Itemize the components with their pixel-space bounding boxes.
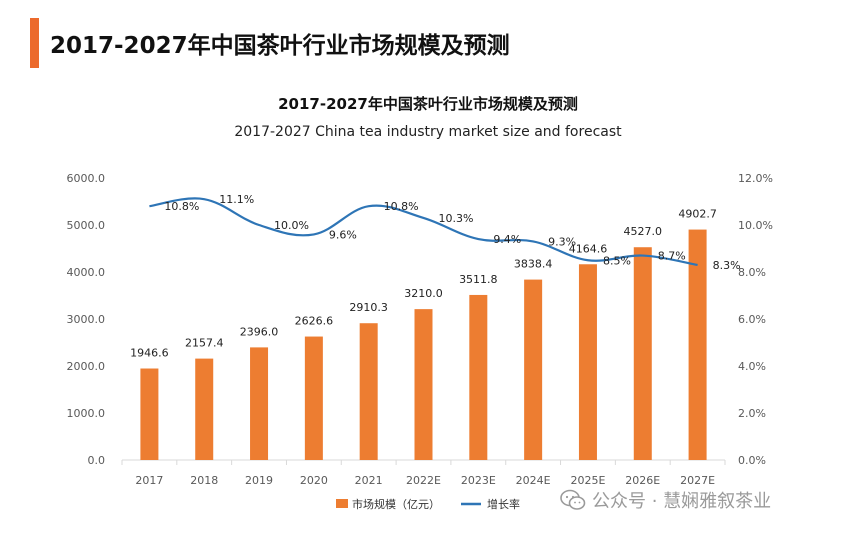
growth-rate-label: 10.8% (384, 200, 419, 213)
bar (633, 247, 652, 460)
bar-value-label: 2626.6 (295, 315, 334, 328)
bar-value-label: 4902.7 (678, 208, 717, 221)
bar-value-label: 3210.0 (404, 287, 443, 300)
bar (250, 347, 269, 460)
x-tick-label: 2024E (516, 474, 551, 487)
y-right-tick-label: 0.0% (738, 454, 766, 467)
growth-rate-label: 10.0% (274, 219, 309, 232)
growth-rate-label: 8.7% (658, 250, 686, 263)
y-left-tick-label: 4000.0 (67, 266, 106, 279)
growth-rate-label: 11.1% (219, 193, 254, 206)
x-tick-label: 2019 (245, 474, 273, 487)
chart-subtitle: 2017-2027 China tea industry market size… (234, 124, 622, 140)
growth-rate-label: 8.3% (713, 259, 741, 272)
x-tick-label: 2017 (135, 474, 163, 487)
wechat-icon (560, 489, 586, 510)
bar (469, 294, 488, 460)
x-tick-label: 2021 (355, 474, 383, 487)
y-left-tick-label: 0.0 (88, 454, 106, 467)
x-tick-label: 2025E (570, 474, 605, 487)
y-right-tick-label: 12.0% (738, 172, 773, 185)
y-right-tick-label: 6.0% (738, 313, 766, 326)
chart-title: 2017-2027年中国茶叶行业市场规模及预测 (278, 95, 578, 113)
x-tick-label: 2020 (300, 474, 328, 487)
page-title: 2017-2027年中国茶叶行业市场规模及预测 (50, 33, 510, 59)
watermark: 公众号 · 慧娴雅叙茶业 (560, 484, 771, 516)
bar (359, 323, 378, 460)
y-right-tick-label: 2.0% (738, 407, 766, 420)
y-right-tick-label: 10.0% (738, 219, 773, 232)
bar-value-label: 2396.0 (240, 325, 279, 338)
legend-bar-label: 市场规模（亿元） (352, 497, 440, 511)
bar (578, 264, 597, 460)
legend: 市场规模（亿元） 增长率 (336, 497, 520, 511)
bar-value-label: 4527.0 (624, 225, 663, 238)
legend-line-label: 增长率 (487, 497, 520, 511)
title-accent-bar (30, 18, 39, 68)
y-right-tick-label: 4.0% (738, 360, 766, 373)
growth-rate-label: 10.8% (164, 200, 199, 213)
x-tick-label: 2023E (461, 474, 496, 487)
y-left-tick-label: 3000.0 (67, 313, 106, 326)
y-left-tick-label: 6000.0 (67, 172, 106, 185)
bar (195, 358, 214, 460)
bar-value-label: 3511.8 (459, 273, 498, 286)
y-left-tick-label: 1000.0 (67, 407, 106, 420)
bar (688, 229, 707, 460)
bar (524, 279, 543, 460)
x-tick-label: 2022E (406, 474, 441, 487)
bar-value-label: 1946.6 (130, 347, 169, 360)
x-tick-label: 2027E (680, 474, 715, 487)
growth-rate-label: 10.3% (439, 212, 474, 225)
bar (414, 309, 433, 460)
bar-value-label: 2910.3 (349, 301, 388, 314)
bar (304, 336, 323, 460)
y-left-tick-label: 5000.0 (67, 219, 106, 232)
growth-rate-label: 9.6% (329, 228, 357, 241)
growth-rate-label: 9.3% (548, 235, 576, 248)
watermark-text: 公众号 · 慧娴雅叙茶业 (592, 491, 772, 512)
x-tick-label: 2026E (625, 474, 660, 487)
x-tick-label: 2018 (190, 474, 218, 487)
growth-rate-label: 8.5% (603, 254, 631, 267)
bar-value-label: 3838.4 (514, 258, 553, 271)
y-left-tick-label: 2000.0 (67, 360, 106, 373)
legend-bar-swatch (336, 499, 348, 508)
growth-rate-line (149, 197, 698, 267)
y-right-tick-label: 8.0% (738, 266, 766, 279)
growth-rate-label: 9.4% (493, 233, 521, 246)
bar (140, 368, 159, 460)
bar-value-label: 4164.6 (569, 242, 608, 255)
bar-value-label: 2157.4 (185, 337, 224, 350)
